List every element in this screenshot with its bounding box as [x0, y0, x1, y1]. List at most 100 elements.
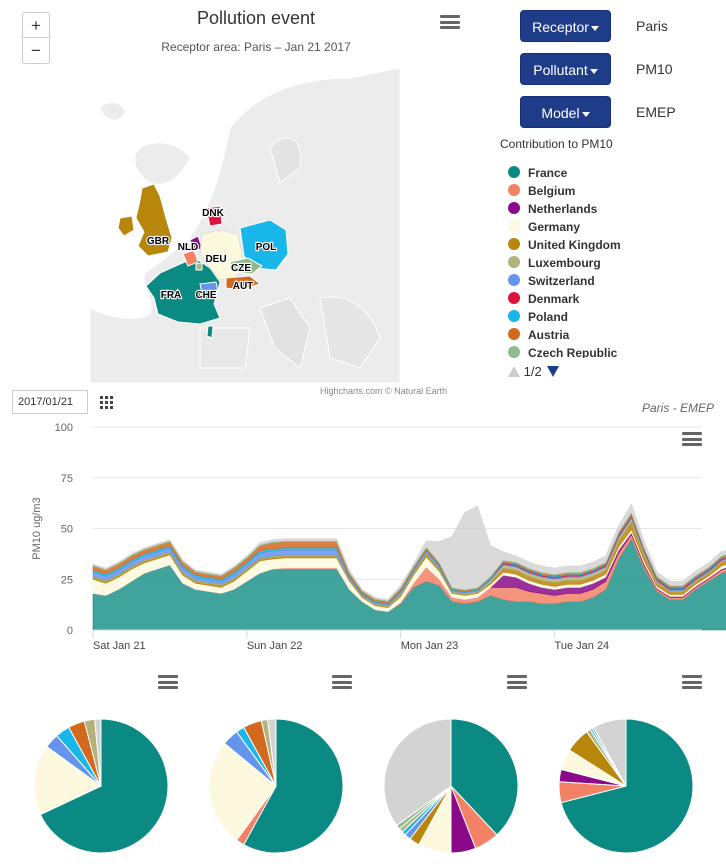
map-label-deu: DEU	[205, 254, 226, 265]
pie-chart-2	[208, 718, 344, 854]
legend-item-austria[interactable]: Austria	[508, 328, 708, 346]
pie-1-slice-france[interactable]	[39, 718, 169, 854]
legend-dot-icon	[508, 328, 520, 340]
map-country-dnk[interactable]	[205, 205, 223, 227]
legend-dot-icon	[508, 256, 520, 268]
legend-item-belgium[interactable]: Belgium	[508, 184, 708, 202]
legend-item-france[interactable]: France	[508, 166, 708, 184]
legend-label: Germany	[528, 220, 581, 234]
map-label-nld: NLD	[178, 242, 199, 253]
legend-label: Austria	[528, 328, 570, 342]
legend-item-denmark[interactable]: Denmark	[508, 292, 708, 310]
map-menu-icon[interactable]	[440, 15, 460, 29]
caret-down-icon	[589, 68, 598, 74]
pie-3-slice-other[interactable]	[383, 718, 452, 827]
pie-1-slice-germany[interactable]	[33, 745, 102, 816]
receptor-dropdown-button[interactable]: Receptor	[520, 10, 611, 42]
pie-4-menu-icon[interactable]	[682, 675, 702, 689]
map-country-labels: GBR NLD DNK POL DEU CZE FRA CHE AUT	[146, 207, 278, 302]
legend-item-germany[interactable]: Germany	[508, 220, 708, 238]
pie-1-menu-icon[interactable]	[158, 675, 178, 689]
y-tick-label: 100	[55, 422, 73, 434]
map-country-irl[interactable]	[117, 215, 135, 237]
y-tick-label: 25	[61, 574, 73, 586]
pie-chart-1	[33, 718, 169, 854]
x-tick-label: Tue Jan 24	[555, 640, 610, 652]
caret-down-icon	[581, 111, 590, 117]
legend-dot-icon	[508, 274, 520, 286]
area-series-other[interactable]	[92, 503, 726, 601]
map-land-background	[89, 68, 401, 384]
legend-page-indicator: 1/2	[523, 364, 542, 379]
map-credit[interactable]: Highcharts.com © Natural Earth	[320, 386, 448, 396]
map-country-lux[interactable]	[195, 262, 203, 271]
map-country-pol[interactable]	[239, 219, 289, 271]
map-country-cze[interactable]	[229, 257, 263, 275]
date-input[interactable]	[12, 390, 88, 414]
y-tick-label: 50	[61, 524, 73, 536]
stacked-area-chart: 0 25 50 75 100 Sat Jan 21 Sun Jan 22 Mon Jan 23…	[31, 422, 726, 652]
x-tick-label: Mon Jan 23	[401, 640, 458, 652]
legend-label: Belgium	[528, 184, 576, 198]
pie-4-slice-other[interactable]	[593, 718, 627, 787]
map-label-gbr: GBR	[147, 236, 170, 247]
area-chart-menu-icon[interactable]	[682, 432, 702, 446]
map-label-pol: POL	[256, 242, 277, 253]
pie-charts	[33, 718, 694, 854]
map-country-che[interactable]	[199, 281, 219, 295]
legend-title: Contribution to PM10	[500, 137, 613, 151]
legend-item-united-kingdom[interactable]: United Kingdom	[508, 238, 708, 256]
pie-2-slice-germany[interactable]	[208, 742, 277, 841]
chart-subtitle: Paris - EMEP	[641, 401, 714, 415]
legend-label: Luxembourg	[528, 256, 601, 270]
map-country-corsica[interactable]	[206, 325, 214, 339]
legend-label: United Kingdom	[528, 238, 621, 252]
legend-item-netherlands[interactable]: Netherlands	[508, 202, 708, 220]
legend-item-czech-republic[interactable]: Czech Republic	[508, 346, 708, 358]
legend-prev-page-icon[interactable]	[508, 366, 520, 377]
europe-map[interactable]: GBR NLD DNK POL DEU CZE FRA CHE AUT	[70, 68, 470, 388]
legend-dot-icon	[508, 166, 520, 178]
legend-next-page-icon[interactable]	[547, 366, 560, 377]
zoom-out-button[interactable]: −	[22, 38, 50, 64]
map-label-dnk: DNK	[202, 208, 224, 219]
model-dropdown-label: Model	[541, 105, 580, 121]
legend-item-switzerland[interactable]: Switzerland	[508, 274, 708, 292]
map-country-aut[interactable]	[225, 275, 262, 291]
model-dropdown-button[interactable]: Model	[520, 96, 611, 128]
legend-dot-icon	[508, 238, 520, 250]
map-label-fra: FRA	[161, 290, 182, 301]
map-country-bel[interactable]	[182, 249, 199, 267]
legend-item-luxembourg[interactable]: Luxembourg	[508, 256, 708, 274]
pie-3-menu-icon[interactable]	[507, 675, 527, 689]
pollutant-dropdown-button[interactable]: Pollutant	[520, 53, 611, 85]
legend-dot-icon	[508, 310, 520, 322]
y-tick-label: 75	[61, 473, 73, 485]
legend-dot-icon	[508, 184, 520, 196]
model-value: EMEP	[636, 104, 676, 120]
pie-4-slice-france[interactable]	[560, 718, 694, 854]
calendar-grid-icon[interactable]	[100, 396, 113, 409]
pie-2-slice-france[interactable]	[243, 718, 344, 854]
legend-dot-icon	[508, 292, 520, 304]
pie-2-slice-other[interactable]	[267, 718, 277, 787]
legend-label: France	[528, 166, 568, 180]
pie-1-slice-other[interactable]	[94, 718, 102, 787]
map-title: Pollution event	[196, 8, 316, 28]
legend-dot-icon	[508, 202, 520, 214]
receptor-dropdown-label: Receptor	[532, 19, 589, 35]
pie-2-menu-icon[interactable]	[332, 675, 352, 689]
map-label-cze: CZE	[231, 263, 251, 274]
pie-chart-4	[558, 718, 694, 854]
pie-3-slice-france[interactable]	[450, 718, 519, 836]
zoom-in-button[interactable]: +	[22, 12, 50, 38]
map-country-gbr[interactable]	[135, 183, 173, 257]
map-legend: France Belgium Netherlands Germany United Ki…	[508, 166, 708, 358]
y-axis-label: PM10 ug/m3	[31, 497, 43, 559]
pollutant-value: PM10	[636, 61, 673, 77]
legend-item-poland[interactable]: Poland	[508, 310, 708, 328]
pollutant-dropdown-label: Pollutant	[533, 62, 588, 78]
legend-label: Switzerland	[528, 274, 595, 288]
legend-label: Netherlands	[528, 202, 598, 216]
